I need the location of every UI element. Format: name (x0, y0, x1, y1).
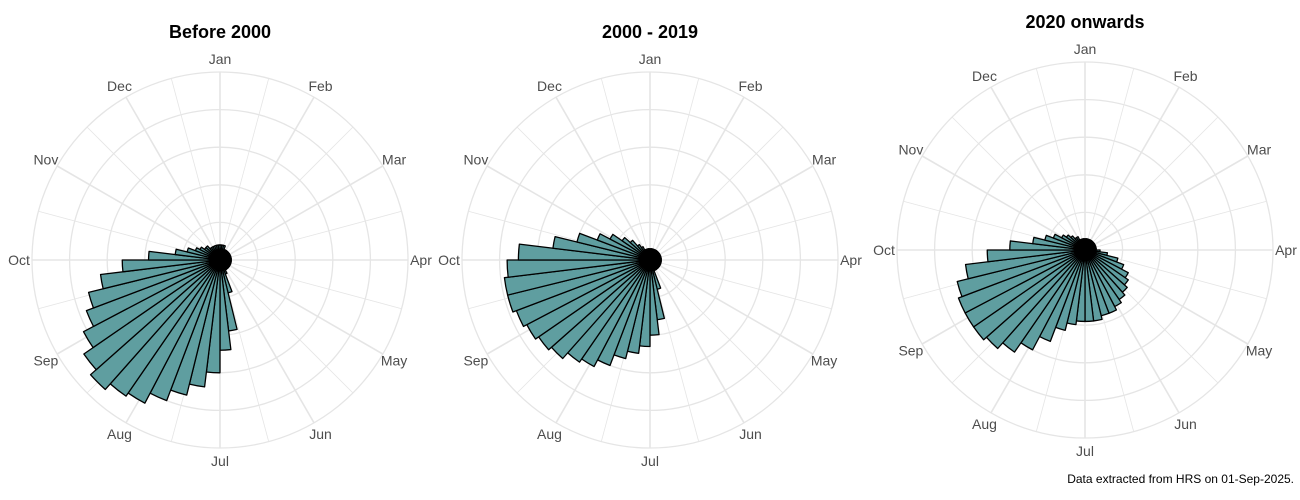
month-label: Mar (812, 152, 836, 168)
month-label: Sep (898, 343, 923, 359)
grid-spoke-minor (649, 259, 784, 394)
grid-spoke-minor (219, 210, 402, 261)
grid-spoke-major (1084, 155, 1249, 251)
grid-spoke-major (649, 259, 745, 424)
grid-spoke-minor (600, 78, 651, 261)
month-label: Sep (463, 353, 488, 369)
panel-title: 2000 - 2019 (602, 22, 698, 42)
month-label: Nov (898, 142, 923, 158)
grid-spoke-major (219, 259, 315, 424)
grid-spoke-major (921, 155, 1086, 251)
grid-spoke-minor (649, 78, 700, 261)
month-label: Jul (641, 453, 659, 469)
grid-spoke-minor (219, 126, 354, 261)
polar-bar (121, 259, 221, 273)
month-label: Oct (873, 242, 895, 258)
polar-bar (647, 248, 651, 261)
grid-spoke-minor (1084, 116, 1219, 251)
grid-spoke-major (555, 96, 651, 261)
polar-bar (964, 249, 1086, 280)
grid-spoke-minor (516, 126, 651, 261)
grid-spoke-minor (649, 210, 832, 261)
grid-spoke-minor (219, 259, 354, 394)
polar-bar (89, 259, 221, 391)
month-label: May (1246, 343, 1272, 359)
polar-bar (503, 259, 651, 296)
month-label: Dec (107, 78, 132, 94)
month-label: Dec (537, 78, 562, 94)
polar-panel-2000-2019: Jan Feb Mar Apr May Jun Jul Aug Sep Oct Nov Dec 2000… (438, 22, 862, 469)
grid-spoke-minor (649, 126, 784, 261)
month-label: Jan (209, 51, 232, 67)
month-label: Dec (972, 68, 997, 84)
grid-spoke-minor (1035, 68, 1086, 251)
polar-bar (957, 249, 1086, 314)
polar-bar (217, 244, 221, 261)
month-label: Jan (1074, 41, 1097, 57)
month-label: Jan (639, 51, 662, 67)
grid-spoke-major (990, 86, 1086, 251)
grid-spoke-major (649, 259, 814, 355)
month-label: Aug (972, 416, 997, 432)
polar-bar (82, 259, 221, 349)
grid-spoke-minor (86, 126, 221, 261)
grid-spoke-major (219, 96, 315, 261)
grid-spoke-major (219, 165, 384, 261)
grid-spoke-minor (170, 78, 221, 261)
grid-spoke-major (1084, 86, 1180, 251)
panel-title: Before 2000 (169, 22, 271, 42)
month-label: Oct (8, 252, 30, 268)
month-label: Jun (739, 426, 762, 442)
month-label: Jul (1076, 443, 1094, 459)
grid-spoke-major (56, 165, 221, 261)
month-label: Jun (309, 426, 332, 442)
month-label: May (381, 353, 407, 369)
month-label: Sep (33, 353, 58, 369)
month-label: May (811, 353, 837, 369)
grid-spoke-major (219, 259, 384, 355)
grid-spoke-major (649, 96, 745, 261)
polar-bar (986, 249, 1086, 263)
grid-spoke-minor (1084, 68, 1135, 251)
polar-bar (956, 249, 1086, 298)
month-label: Apr (840, 252, 862, 268)
data-source-caption: Data extracted from HRS on 01-Sep-2025. (1067, 472, 1294, 486)
month-label: Feb (1173, 68, 1197, 84)
month-label: Nov (463, 152, 488, 168)
month-label: Feb (738, 78, 762, 94)
polar-bar (83, 259, 221, 371)
grid-spoke-major (649, 165, 814, 261)
grid-spoke-minor (951, 116, 1086, 251)
grid-spoke-minor (649, 259, 832, 310)
polar-panel-2020-onwards: Jan Feb Mar Apr May Jun Jul Aug Sep Oct Nov Dec 2020… (873, 12, 1297, 459)
panel-title: 2020 onwards (1025, 12, 1144, 32)
month-label: Mar (382, 152, 406, 168)
month-label: Jul (211, 453, 229, 469)
polar-bar (87, 259, 221, 309)
polar-bar (1082, 238, 1086, 251)
month-label: Feb (308, 78, 332, 94)
month-label: Aug (107, 426, 132, 442)
grid-spoke-minor (219, 259, 402, 310)
month-label: Aug (537, 426, 562, 442)
grid-spoke-major (125, 96, 221, 261)
grid-spoke-minor (1084, 200, 1267, 251)
month-label: Mar (1247, 142, 1271, 158)
polar-bar (506, 259, 651, 278)
month-label: Apr (1275, 242, 1297, 258)
polar-bar (99, 259, 221, 290)
month-label: Nov (33, 152, 58, 168)
month-label: Oct (438, 252, 460, 268)
polar-bar (85, 259, 221, 328)
grid-spoke-minor (219, 78, 270, 261)
polar-panel-before-2000: Jan Feb Mar Apr May Jun Jul Aug Sep Oct Nov Dec Befo… (8, 22, 432, 469)
month-label: Jun (1174, 416, 1197, 432)
month-label: Apr (410, 252, 432, 268)
